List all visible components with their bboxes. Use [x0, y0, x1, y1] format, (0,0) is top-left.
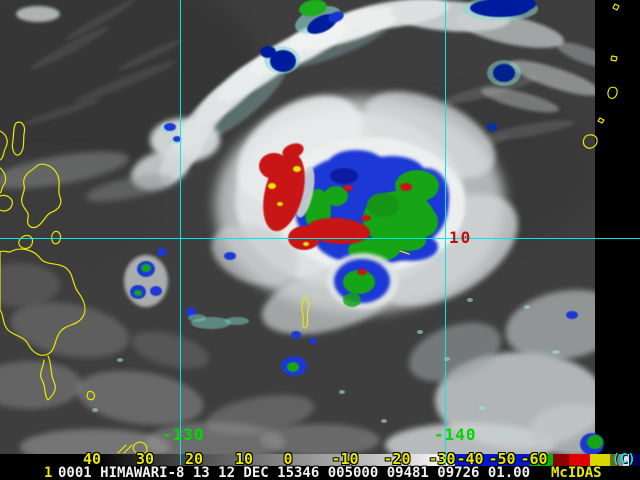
colorbar-tick-m60: -60: [520, 450, 548, 468]
graticule-latitude-label: 10: [449, 228, 472, 247]
colorbar-tick-10: 10: [234, 450, 254, 468]
graticule-v-line-130e-extension: [180, 454, 181, 466]
colorbar-tick-m50: -50: [488, 450, 516, 468]
no-data-region: [595, 0, 640, 454]
colorbar-tick-m40: -40: [456, 450, 484, 468]
colorbar-tick-m30: -30: [428, 450, 456, 468]
colorbar-tick-m10: -10: [331, 450, 359, 468]
image-annotation-text: 0001 HIMAWARI-8 13 12 DEC 15346 005000 0…: [58, 465, 531, 480]
mcidas-brand-label: McIDAS: [551, 465, 602, 480]
graticule-v-line-140e-extension: [445, 454, 446, 466]
colorbar-tick-20: 20: [184, 450, 204, 468]
satellite-image-viewport[interactable]: 10 -130 -140: [0, 0, 640, 454]
coastline-overlay: [0, 3, 620, 454]
colorbar-tick-30: 30: [135, 450, 155, 468]
graticule-longitude-label-140: -140: [434, 425, 477, 444]
status-bar: 1 0001 HIMAWARI-8 13 12 DEC 15346 005000…: [0, 466, 640, 480]
graticule-longitude-label-130: -130: [162, 425, 205, 444]
graticule-lines: [0, 0, 640, 454]
frame-number: 1: [44, 465, 53, 480]
edge-cold-cell: [580, 433, 604, 454]
colorbar-tick-m20: -20: [383, 450, 411, 468]
colorbar-tick-0: 0: [283, 450, 293, 468]
temperature-colorbar: 40 30 20 10 0 -10 -20 -30 -40 -50 -60 (C…: [0, 450, 640, 468]
colorbar-unit-label: (C): [612, 452, 636, 467]
colorbar-tick-40: 40: [82, 450, 102, 468]
